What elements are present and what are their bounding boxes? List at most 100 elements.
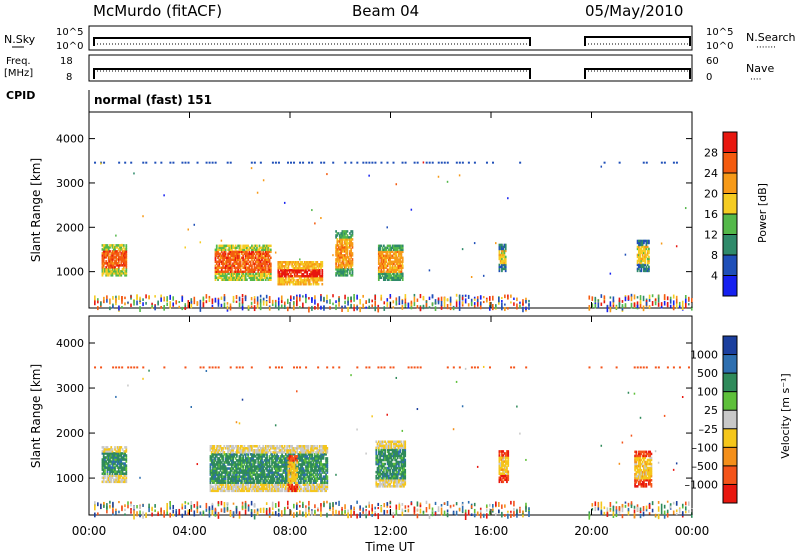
- echo-cell: [504, 245, 507, 249]
- echo-cell: [314, 295, 316, 300]
- echo-cell: [257, 481, 260, 484]
- echo-cell: [193, 510, 196, 517]
- echo-cell: [116, 446, 119, 449]
- echo-cell: [651, 508, 654, 513]
- echo-cell: [246, 254, 248, 258]
- echo-cell: [106, 244, 109, 247]
- echo-cell: [212, 444, 214, 448]
- echo-cell: [346, 244, 349, 247]
- echo-cell: [470, 301, 473, 307]
- echo-cell: [107, 454, 110, 457]
- echo-cell: [318, 276, 321, 280]
- echo-cell: [350, 303, 352, 308]
- echo-cell: [303, 274, 306, 278]
- echo-cell: [235, 455, 238, 458]
- echo-cell: [120, 480, 123, 484]
- echo-cell: [224, 447, 227, 450]
- echo-cell: [321, 278, 324, 282]
- echo-cell: [222, 463, 224, 466]
- echo-cell: [519, 506, 521, 509]
- echo-cell: [276, 469, 278, 472]
- echo-cell: [190, 405, 193, 408]
- echo-cell: [214, 266, 217, 270]
- echo-cell: [395, 272, 398, 276]
- echo-cell: [110, 466, 113, 469]
- echo-cell: [223, 270, 226, 274]
- echo-cell: [151, 507, 153, 512]
- echo-cell: [121, 270, 124, 273]
- echo-cell: [233, 481, 236, 484]
- echo-cell: [229, 451, 232, 454]
- echo-cell: [127, 504, 129, 509]
- echo-cell: [172, 513, 175, 517]
- echo-cell: [288, 282, 291, 286]
- echo-cell: [217, 489, 219, 493]
- nsearch-label: N.Search: [746, 31, 796, 44]
- echo-cell: [305, 264, 307, 268]
- echo-cell: [253, 481, 256, 484]
- echo-cell: [114, 256, 116, 259]
- echo-cell: [273, 483, 276, 487]
- echo-cell: [386, 254, 389, 258]
- echo-cell: [259, 268, 262, 272]
- echo-cell: [253, 256, 256, 260]
- echo-cell: [229, 487, 232, 491]
- echo-cell: [678, 305, 681, 309]
- echo-cell: [237, 451, 239, 454]
- echo-cell: [646, 261, 649, 265]
- echo-cell: [256, 467, 258, 470]
- echo-cell: [252, 481, 255, 484]
- echo-cell: [106, 466, 109, 469]
- echo-cell: [644, 239, 647, 243]
- echo-cell: [235, 449, 238, 452]
- nave-label: Nave: [746, 62, 774, 75]
- echo-cell: [298, 276, 301, 280]
- echo-cell: [220, 246, 223, 250]
- echo-cell: [272, 481, 275, 484]
- echo-cell: [261, 272, 263, 276]
- echo-cell: [344, 274, 346, 277]
- echo-cell: [636, 255, 639, 259]
- echo-cell: [102, 456, 105, 459]
- echo-cell: [246, 465, 248, 468]
- echo-cell: [340, 238, 343, 241]
- echo-cell: [286, 463, 288, 466]
- echo-cell: [256, 266, 258, 270]
- echo-cell: [283, 264, 286, 268]
- echo-cell: [302, 278, 305, 282]
- echo-cell: [282, 465, 285, 468]
- echo-cell: [384, 246, 386, 250]
- echo-cell: [336, 266, 339, 269]
- echo-cell: [609, 272, 612, 275]
- echo-cell: [479, 295, 482, 300]
- echo-cell: [119, 256, 121, 259]
- echo-cell: [213, 459, 216, 462]
- echo-cell: [268, 489, 271, 493]
- echo-cell: [345, 250, 348, 253]
- echo-cell: [271, 444, 273, 448]
- echo-cell: [301, 266, 304, 270]
- echo-cell: [124, 274, 126, 277]
- echo-cell: [230, 483, 233, 487]
- echo-cell: [247, 272, 250, 276]
- echo-cell: [279, 444, 282, 448]
- echo-cell: [265, 301, 268, 304]
- echo-cell: [257, 447, 260, 450]
- echo-cell: [122, 480, 125, 484]
- echo-cell: [311, 276, 314, 280]
- echo-cell: [239, 467, 242, 470]
- echo-cell: [118, 295, 120, 300]
- echo-cell: [681, 396, 684, 399]
- echo-cell: [220, 508, 223, 513]
- echo-cell: [504, 247, 507, 251]
- echo-cell: [498, 509, 500, 514]
- echo-cell: [452, 366, 455, 369]
- echo-cell: [190, 303, 193, 309]
- echo-cell: [504, 265, 507, 269]
- echo-cell: [312, 266, 315, 270]
- echo-cell: [238, 256, 241, 260]
- echo-cell: [252, 278, 255, 282]
- echo-cell: [278, 473, 281, 476]
- echo-cell: [281, 475, 283, 478]
- echo-cell: [225, 459, 228, 462]
